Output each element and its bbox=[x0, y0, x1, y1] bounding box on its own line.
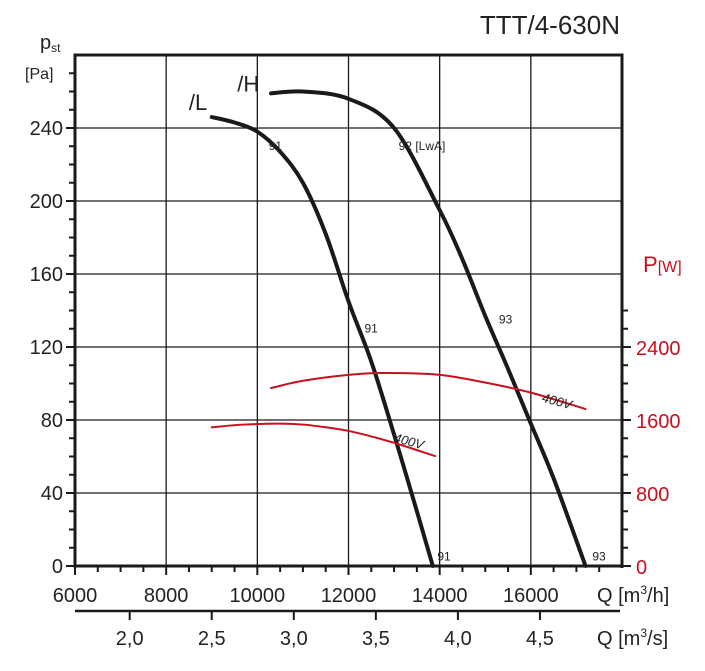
grid bbox=[75, 55, 622, 566]
y-axis-label-sub: st bbox=[51, 41, 61, 55]
y-tick-label: 40 bbox=[41, 483, 63, 505]
power-curve-h bbox=[270, 372, 587, 411]
y-tick-label: 0 bbox=[52, 556, 63, 578]
x2-axis-label-end: /s] bbox=[647, 628, 668, 650]
y-right-tick-label: 800 bbox=[636, 484, 669, 506]
x2-tick-label: 3,0 bbox=[280, 628, 308, 650]
y-axis-unit: [Pa] bbox=[25, 66, 53, 83]
y-axis-label: pst bbox=[40, 32, 61, 55]
sound-level-label: 91 bbox=[269, 139, 283, 153]
y-tick-label: 160 bbox=[30, 264, 63, 286]
x2-axis-label: Q [m3/s] bbox=[597, 626, 668, 650]
x-axis-label-main: Q [m bbox=[597, 585, 640, 607]
x2-tick-label: 4,0 bbox=[444, 628, 472, 650]
y-right-axis-label-p: P bbox=[643, 252, 658, 277]
x2-tick-label: 2,5 bbox=[198, 628, 226, 650]
y-right-tick-label: 2400 bbox=[636, 338, 681, 360]
chart-title: TTT/4-630N bbox=[480, 10, 620, 40]
sound-level-label: 91 bbox=[437, 550, 451, 564]
x2-tick-label: 4,5 bbox=[526, 628, 554, 650]
x2-axis-label-main: Q [m bbox=[597, 628, 640, 650]
sound-level-label: 93 bbox=[499, 312, 513, 326]
x-tick-label: 8000 bbox=[144, 585, 189, 607]
curve-label: /H bbox=[237, 72, 259, 97]
x-tick-label: 10000 bbox=[230, 585, 286, 607]
x-tick-label: 12000 bbox=[321, 585, 377, 607]
y-tick-label: 120 bbox=[30, 337, 63, 359]
y-right-tick-label: 0 bbox=[636, 557, 647, 579]
y-axis-label-p: p bbox=[40, 32, 51, 54]
voltage-label: 400V bbox=[540, 390, 574, 413]
x2-tick-label: 2,0 bbox=[116, 628, 144, 650]
sound-level-label: 91 bbox=[364, 321, 378, 335]
x2-axis-label-sup: 3 bbox=[640, 626, 647, 640]
x-tick-label: 6000 bbox=[53, 585, 98, 607]
sound-level-label: 93 bbox=[592, 550, 606, 564]
pressure-curve-l bbox=[209, 115, 435, 568]
x-axis-label-sup: 3 bbox=[640, 583, 647, 597]
y-right-axis-unit: [W] bbox=[658, 259, 682, 276]
x2-tick-label: 3,5 bbox=[362, 628, 390, 650]
y-tick-label: 200 bbox=[30, 191, 63, 213]
sound-level-label: 92 [LwA] bbox=[399, 139, 446, 153]
curve-label: /L bbox=[189, 90, 207, 115]
x-axis-label: Q [m3/h] bbox=[597, 583, 669, 607]
series-group bbox=[209, 89, 588, 568]
y-tick-label: 80 bbox=[41, 410, 63, 432]
x-tick-label: 16000 bbox=[503, 585, 559, 607]
x-axis-label-end: /h] bbox=[647, 585, 669, 607]
y-right-tick-label: 1600 bbox=[636, 411, 681, 433]
y-tick-label: 240 bbox=[30, 118, 63, 140]
x-tick-label: 14000 bbox=[412, 585, 468, 607]
pressure-curve-h bbox=[269, 89, 588, 568]
y-right-axis-label: P[W] bbox=[643, 252, 682, 277]
power-curve-l bbox=[210, 422, 437, 458]
